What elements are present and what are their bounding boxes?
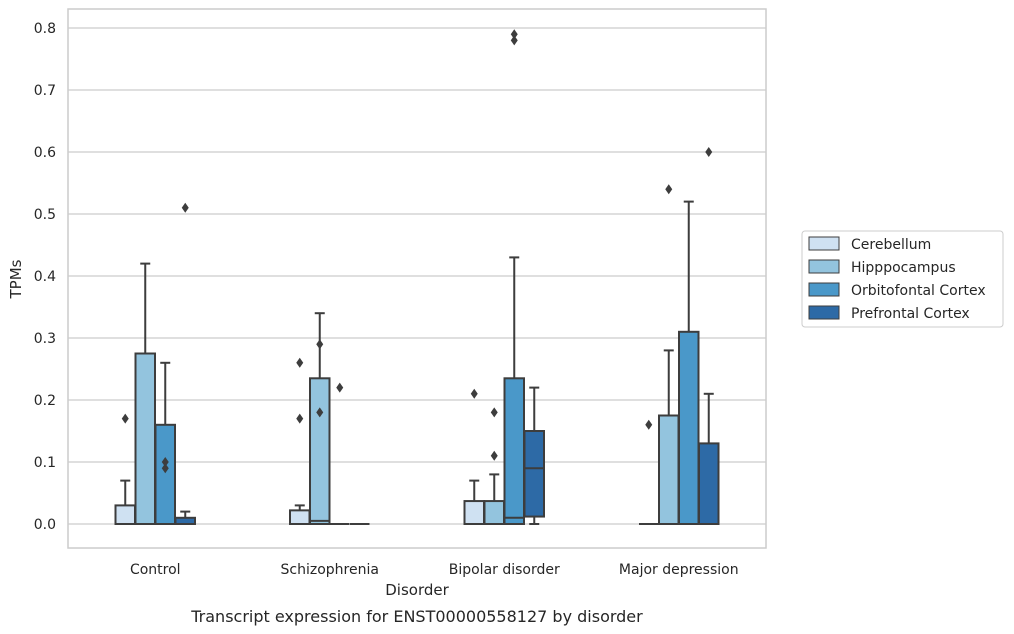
legend-label: Orbitofontal Cortex — [851, 283, 986, 299]
box — [463, 500, 485, 525]
y-tick-label: 0.5 — [34, 207, 56, 223]
outlier-point — [645, 419, 653, 430]
outlier-point — [665, 184, 673, 195]
outlier-point — [181, 202, 189, 213]
box — [309, 377, 331, 525]
x-tick-label: Major depression — [619, 562, 739, 578]
legend-label: Cerebellum — [851, 237, 931, 253]
legend-label: Hipppocampus — [851, 260, 956, 276]
x-axis-title: Disorder — [385, 581, 449, 599]
box-plot-orbitofontal-cortex — [330, 382, 350, 525]
box-plot-hipppocampus — [483, 407, 505, 525]
box — [503, 377, 525, 525]
outlier-point — [296, 357, 304, 368]
y-tick-label: 0.3 — [34, 331, 56, 347]
box-plot-cerebellum — [289, 357, 311, 525]
box-plot-orbitofontal-cortex — [678, 200, 700, 525]
y-tick-label: 0.7 — [34, 83, 56, 99]
box — [678, 330, 700, 525]
box-plot-hipppocampus — [309, 312, 331, 525]
legend: Cerebellum Hipppocampus Orbitofontal Corte… — [801, 230, 1004, 328]
outlier-point — [510, 29, 518, 40]
outlier-point — [296, 413, 304, 424]
box-plot-hipppocampus — [134, 262, 156, 525]
outlier-point — [316, 407, 324, 418]
box — [698, 442, 720, 525]
plot-frame — [67, 8, 767, 549]
legend-frame — [801, 230, 1004, 328]
box-plot-cerebellum — [463, 388, 485, 525]
y-tick-label: 0.1 — [34, 455, 56, 471]
box-plot-prefrontal-cortex — [174, 202, 196, 525]
outlier-point — [121, 413, 129, 424]
y-tick-label: 0.6 — [34, 145, 56, 161]
y-axis-ticks: 0.0 0.1 0.2 0.3 0.4 0.5 0.6 0.7 0.8 — [34, 21, 56, 533]
box — [289, 509, 311, 525]
outlier-point — [705, 147, 713, 157]
box — [658, 414, 680, 525]
y-tick-label: 0.8 — [34, 21, 56, 37]
box — [134, 352, 156, 525]
y-tick-label: 0.0 — [34, 517, 56, 533]
outlier-point — [470, 388, 478, 399]
y-tick-label: 0.4 — [34, 269, 56, 285]
box — [114, 504, 136, 525]
chart-caption: Transcript expression for ENST0000055812… — [190, 607, 643, 626]
box-plot-cerebellum — [639, 419, 659, 525]
box-plot-marks — [114, 29, 720, 525]
legend-swatch — [808, 282, 840, 297]
y-axis-title: TPMs — [7, 259, 25, 299]
legend-label: Prefrontal Cortex — [851, 306, 970, 322]
box — [523, 430, 545, 518]
gridlines — [68, 27, 766, 525]
y-tick-label: 0.2 — [34, 393, 56, 409]
box-plot-orbitofontal-cortex — [154, 361, 176, 525]
outlier-point — [161, 457, 169, 467]
box-plot-prefrontal-cortex — [523, 386, 545, 525]
box-plot-hipppocampus — [658, 184, 680, 525]
legend-swatch — [808, 305, 840, 320]
legend-swatch — [808, 236, 840, 251]
box — [154, 423, 176, 525]
outlier-point — [336, 382, 344, 393]
outlier-point — [490, 450, 498, 461]
box-plot-cerebellum — [114, 413, 136, 525]
x-tick-label: Schizophrenia — [281, 562, 379, 578]
outlier-point — [490, 407, 498, 418]
outlier-point — [161, 463, 169, 474]
outlier-point — [316, 339, 324, 350]
x-tick-label: Bipolar disorder — [449, 562, 560, 578]
legend-swatch — [808, 259, 840, 274]
outlier-point — [510, 35, 518, 46]
box — [483, 500, 505, 525]
x-tick-label: Control — [130, 562, 181, 578]
x-axis-ticks: Control Schizophrenia Bipolar disorder Majo… — [130, 562, 739, 578]
box-plot-prefrontal-cortex — [698, 147, 720, 525]
